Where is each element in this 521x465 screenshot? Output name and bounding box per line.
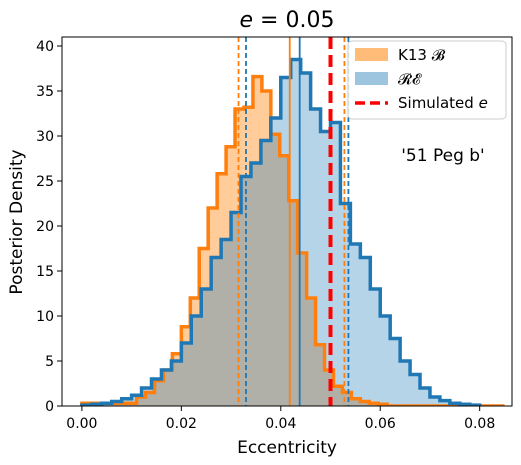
overlap-fill	[81, 134, 505, 406]
plot-area	[80, 37, 505, 406]
y-tick-label: 25	[36, 174, 54, 190]
y-tick-label: 35	[36, 84, 54, 100]
y-axis-label: Posterior Density	[7, 149, 27, 294]
y-tick-label: 0	[45, 399, 54, 415]
histogram-outline-re	[80, 57, 482, 406]
legend-swatch	[355, 72, 388, 85]
x-tick-label: 0.08	[464, 416, 495, 432]
x-axis-label: Eccentricity	[237, 438, 337, 458]
legend-swatch	[355, 48, 388, 61]
y-tick-label: 5	[45, 354, 54, 370]
chart-title: e = 0.05	[240, 8, 335, 33]
legend-label: 𝓡𝓔	[398, 70, 422, 88]
axes: 0.00 0.02 0.04 0.06 0.08 0 5 10 15 20 25 30 35 40	[36, 36, 513, 432]
x-tick-label: 0.00	[66, 416, 97, 432]
planet-annotation: '51 Peg b'	[401, 146, 484, 166]
x-tick-label: 0.06	[365, 416, 396, 432]
title-rest: = 0.05	[253, 8, 334, 33]
y-tick-label: 15	[36, 264, 54, 280]
y-tick-label: 20	[36, 219, 54, 235]
x-tick-label: 0.02	[166, 416, 197, 432]
title-symbol: e	[240, 8, 254, 33]
legend-label: K13 𝓑	[398, 46, 446, 64]
y-tick-label: 40	[36, 39, 54, 55]
x-tick-label: 0.04	[265, 416, 296, 432]
overlap-region	[81, 134, 505, 406]
legend-entry: Simulated e	[355, 94, 488, 112]
legend-label: Simulated e	[398, 94, 488, 112]
legend-entry: K13 𝓑	[355, 46, 446, 64]
legend: K13 𝓑 𝓡𝓔 Simulated e	[347, 40, 507, 120]
y-tick-label: 30	[36, 129, 54, 145]
svg-text:e = 0.05: e = 0.05	[240, 8, 335, 33]
y-tick-label: 10	[36, 309, 54, 325]
axes-frame	[61, 36, 513, 407]
legend-entry: 𝓡𝓔	[355, 70, 422, 88]
